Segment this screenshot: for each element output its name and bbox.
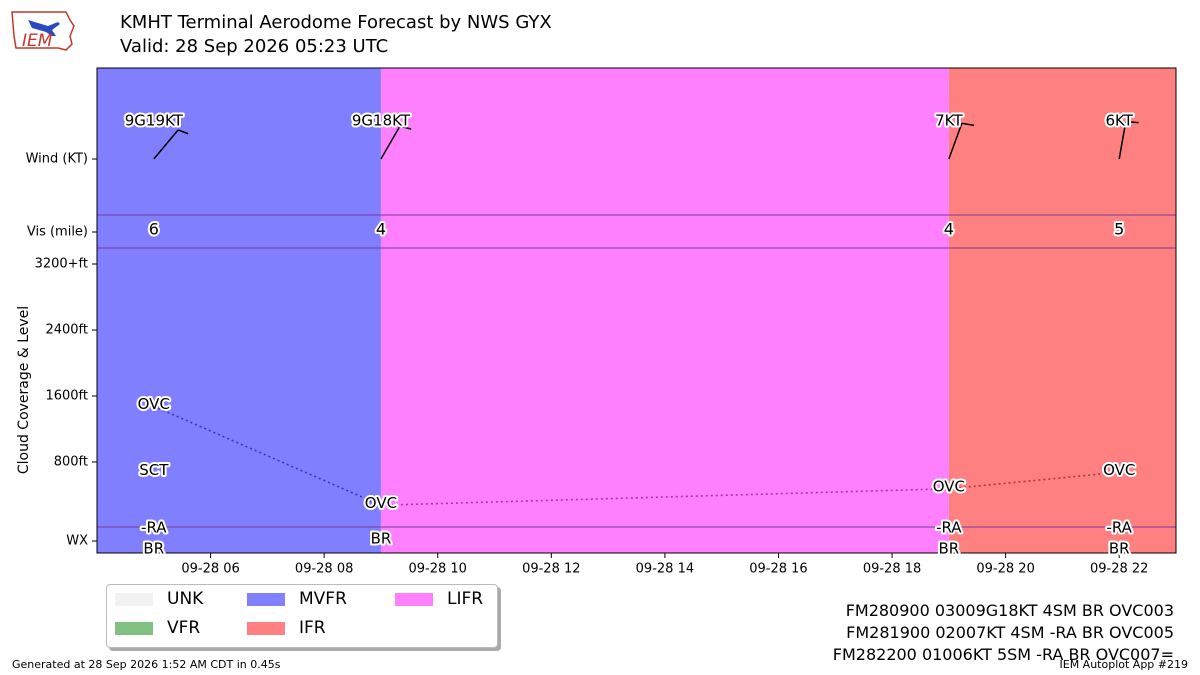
legend-label: IFR	[299, 618, 326, 638]
wind-label: 7KT	[935, 112, 963, 130]
wind-barb-flag	[1125, 120, 1139, 124]
plot-frame	[96, 67, 1177, 554]
legend-item-vfr: VFR	[115, 618, 200, 638]
legend-label: LIFR	[447, 589, 484, 609]
y-label-vis: Vis (mile)	[27, 225, 88, 240]
wind-label: 6KT	[1106, 112, 1134, 130]
iowa-outline-icon	[11, 11, 75, 51]
y-axis-label-cloud: Cloud Coverage & Level	[16, 306, 32, 474]
legend-item-unk: UNK	[115, 589, 203, 609]
flight-category-band-ifr	[948, 68, 1176, 553]
x-tick-label: 09-28 08	[295, 562, 353, 577]
y-tick-label-cloud: 800ft	[54, 455, 88, 470]
legend-label: UNK	[167, 589, 204, 609]
legend-item-lifr: LIFR	[395, 589, 483, 609]
legend-swatch	[247, 621, 285, 635]
x-tick-label: 09-28 10	[409, 562, 467, 577]
wind-barb-shaft	[153, 129, 179, 160]
wind-barb-shaft	[380, 125, 401, 160]
taf-chart: Wind (KT) Vis (mile) WX 800ft 1600ft 2400ft 32…	[16, 67, 1177, 577]
iem-logo: IEM	[11, 11, 75, 51]
cloud-label: OVC	[1103, 461, 1135, 479]
legend-swatch	[115, 621, 153, 635]
wind-label: 9G19KT	[125, 112, 184, 130]
weather-label: BR	[1109, 540, 1130, 558]
cloud-label: OVC	[138, 395, 170, 413]
y-label-wind: Wind (KT)	[26, 152, 88, 167]
legend-label: VFR	[167, 618, 201, 638]
y-tick-label-cloud: 3200+ft	[35, 257, 88, 272]
visibility-label: 6	[149, 220, 159, 239]
weather-label: BR	[371, 530, 392, 548]
wind-barb-shaft	[1118, 121, 1127, 160]
legend-swatch	[115, 592, 153, 606]
x-tick-label: 09-28 12	[522, 562, 580, 577]
wind-label: 9G18KT	[352, 112, 411, 130]
weather-label: BR	[143, 540, 164, 558]
cloud-label: OVC	[933, 477, 965, 495]
weather-label: -RA	[936, 519, 962, 537]
wind-barb-flag	[961, 122, 975, 127]
taf-line: FM282200 01006KT 5SM -RA BR OVC007=	[832, 645, 1174, 664]
footer-generated: Generated at 28 Sep 2026 1:52 AM CDT in …	[12, 658, 281, 671]
logo-text: IEM	[22, 31, 53, 51]
ceiling-trend-line	[948, 471, 1120, 490]
legend-item-ifr: IFR	[247, 618, 326, 638]
wind-barb-shaft	[948, 123, 963, 160]
visibility-label: 4	[376, 220, 386, 239]
y-tick-label-cloud: 2400ft	[45, 323, 88, 338]
x-tick-label: 09-28 22	[1090, 562, 1148, 577]
y-tick-label-cloud: 1600ft	[45, 389, 88, 404]
ceiling-trend-line	[153, 405, 382, 506]
wind-barb-flag	[177, 129, 189, 135]
legend-item-mvfr: MVFR	[247, 589, 347, 609]
airplane-icon	[28, 20, 60, 36]
footer-app: IEM Autoplot App #219	[1059, 658, 1189, 671]
taf-line: FM281900 02007KT 4SM -RA BR OVC005	[846, 623, 1174, 642]
x-tick-label: 09-28 16	[749, 562, 807, 577]
weather-label: -RA	[1106, 519, 1132, 537]
x-tick-label: 09-28 14	[636, 562, 694, 577]
legend: UNK VFR MVFR IFR LIFR	[106, 584, 498, 648]
cloud-label: SCT	[139, 461, 169, 479]
legend-swatch	[395, 592, 433, 606]
flight-category-band-lifr	[380, 68, 949, 553]
cloud-label: OVC	[365, 494, 397, 512]
y-label-wx: WX	[66, 534, 88, 549]
weather-label: -RA	[141, 519, 167, 537]
x-tick-label: 09-28 20	[976, 562, 1034, 577]
chart-subtitle: Valid: 28 Sep 2026 05:23 UTC	[120, 36, 389, 57]
visibility-label: 5	[1114, 220, 1124, 239]
taf-raw-text: FM280900 03009G18KT 4SM BR OVC003 FM28190…	[833, 600, 1174, 666]
visibility-label: 4	[944, 220, 954, 239]
x-tick-label: 09-28 18	[863, 562, 921, 577]
wind-barb-flag	[399, 125, 412, 130]
legend-label: MVFR	[299, 589, 347, 609]
flight-category-band-mvfr	[97, 68, 381, 553]
x-tick-label: 09-28 06	[181, 562, 239, 577]
legend-swatch	[247, 592, 285, 606]
weather-label: BR	[938, 540, 959, 558]
chart-title: KMHT Terminal Aerodome Forecast by NWS G…	[120, 12, 552, 33]
taf-line: FM280900 03009G18KT 4SM BR OVC003	[845, 601, 1174, 620]
